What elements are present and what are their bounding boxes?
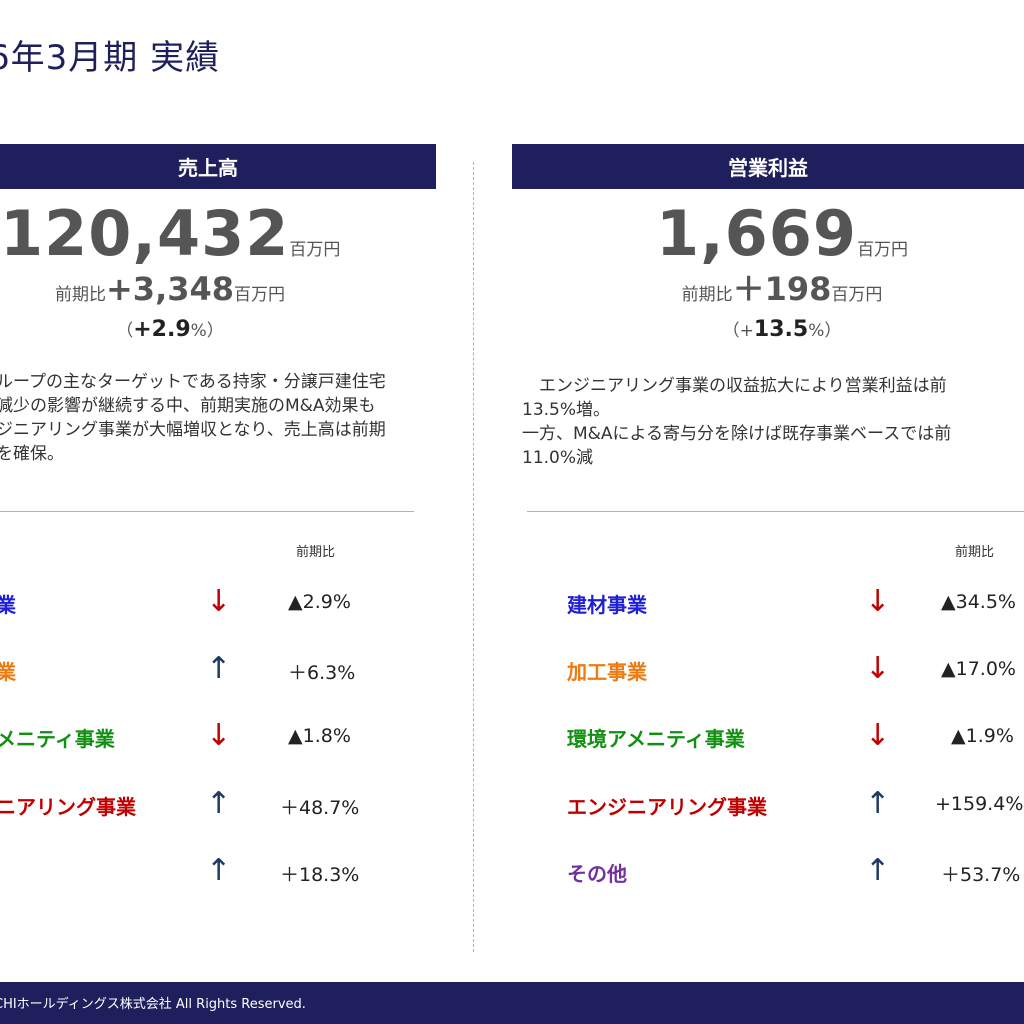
arrow-up-icon: ↑	[865, 853, 891, 888]
sales-delta-prefix: 前期比	[54, 285, 106, 305]
profit-value: 1,669	[655, 197, 858, 270]
profit-description: エンジニアリング事業の収益拡大により営業利益は前 13.5%増。 一方、M&Aに…	[522, 374, 951, 470]
segment-name: メニティ事業	[0, 727, 115, 751]
profit-desc-line: エンジニアリング事業の収益拡大により営業利益は前	[522, 376, 947, 396]
copyright-text: CHIホールディングス株式会社 All Rights Reserved.	[0, 997, 306, 1012]
sales-desc-line: ループの主なターゲットである持家・分譲戸建住宅	[0, 372, 386, 392]
profit-metric: 1,669百万円 前期比＋198百万円 （+13.5%）	[612, 196, 952, 348]
profit-segment-row: 環境アメニティ事業 ↓ ▲1.9%	[567, 717, 1024, 757]
segment-change: ▲1.9%	[951, 725, 1014, 747]
profit-segment-row: 建材事業 ↓ ▲34.5%	[567, 583, 1024, 623]
sales-segment-row: ニアリング事業 ↑ ＋48.7%	[0, 785, 456, 825]
segment-change: ＋6.3%	[288, 662, 356, 684]
sales-value: 120,432	[0, 197, 290, 270]
profit-col-head: 前期比	[955, 545, 995, 560]
arrow-up-icon: ↑	[865, 786, 891, 821]
profit-desc-line: 13.5%増。	[522, 400, 611, 420]
segment-name: 業	[0, 660, 16, 684]
profit-unit: 百万円	[857, 240, 909, 260]
arrow-down-icon: ↓	[865, 651, 891, 686]
segment-name: その他	[567, 862, 627, 886]
sales-pct-open: （	[116, 321, 134, 341]
sales-segment-row: 業 ↓ ▲2.9%	[0, 583, 456, 623]
arrow-up-icon: ↑	[206, 651, 232, 686]
segment-change: ▲1.8%	[288, 725, 351, 747]
sales-separator	[0, 511, 414, 512]
segment-name: 加工事業	[567, 660, 647, 684]
sales-segment-row: 業 ↑ ＋6.3%	[0, 650, 456, 690]
sales-desc-line: ジニアリング事業が大幅増収となり、売上高は前期	[0, 420, 386, 440]
segment-name: 環境アメニティ事業	[567, 727, 745, 751]
sales-header: 売上高	[0, 144, 436, 189]
profit-desc-line: 一方、M&Aによる寄与分を除けば既存事業ベースでは前	[522, 424, 952, 444]
arrow-down-icon: ↓	[865, 718, 891, 753]
sales-col-head: 前期比	[296, 545, 336, 560]
sales-panel: 売上高	[0, 144, 470, 189]
arrow-down-icon: ↓	[206, 718, 232, 753]
segment-change: ▲2.9%	[288, 591, 351, 613]
profit-delta-unit: 百万円	[831, 285, 883, 305]
segment-change: ＋48.7%	[280, 797, 360, 819]
profit-pct-close: %）	[808, 321, 842, 341]
segment-change: +159.4%	[935, 793, 1024, 815]
arrow-down-icon: ↓	[865, 584, 891, 619]
footer-bar: CHIホールディングス株式会社 All Rights Reserved.	[0, 982, 1024, 1024]
sales-desc-line: 減少の影響が継続する中、前期実施のM&A効果も	[0, 396, 376, 416]
profit-panel: 営業利益	[512, 144, 1024, 189]
arrow-down-icon: ↓	[206, 584, 232, 619]
sales-segment-row: ↑ ＋18.3%	[0, 852, 456, 892]
profit-segment-row: エンジニアリング事業 ↑ +159.4%	[567, 785, 1024, 825]
arrow-up-icon: ↑	[206, 786, 232, 821]
sales-description: ループの主なターゲットである持家・分譲戸建住宅 減少の影響が継続する中、前期実施…	[0, 370, 386, 466]
sales-metric: 120,432百万円 前期比+3,348百万円 （+2.9%）	[0, 196, 340, 348]
segment-change: ▲17.0%	[941, 658, 1016, 680]
segment-change: ＋18.3%	[280, 864, 360, 886]
profit-desc-line: 11.0%減	[522, 448, 594, 468]
segment-change: ▲34.5%	[941, 591, 1016, 613]
profit-header: 営業利益	[512, 144, 1024, 189]
profit-pct-value: 13.5	[753, 317, 809, 342]
segment-name: 建材事業	[567, 593, 647, 617]
sales-desc-line: を確保。	[0, 444, 64, 464]
sales-delta-unit: 百万円	[234, 285, 286, 305]
arrow-up-icon: ↑	[206, 853, 232, 888]
sales-segment-row: メニティ事業 ↓ ▲1.8%	[0, 717, 456, 757]
profit-delta-value: ＋198	[732, 270, 832, 308]
panel-divider	[473, 162, 474, 952]
profit-separator	[527, 511, 1024, 512]
segment-name: ニアリング事業	[0, 795, 136, 819]
sales-pct-value: +2.9	[133, 317, 191, 342]
sales-unit: 百万円	[289, 240, 341, 260]
segment-name: 業	[0, 593, 16, 617]
page-title: 6年3月期 実績	[0, 38, 221, 78]
profit-segment-row: 加工事業 ↓ ▲17.0%	[567, 650, 1024, 690]
sales-delta-value: +3,348	[105, 270, 235, 308]
segment-change: ＋53.7%	[941, 864, 1021, 886]
profit-segment-row: その他 ↑ ＋53.7%	[567, 852, 1024, 892]
sales-pct-close: %）	[190, 321, 224, 341]
profit-delta-prefix: 前期比	[681, 285, 733, 305]
segment-name: エンジニアリング事業	[567, 795, 767, 819]
profit-pct-open: （+	[722, 321, 754, 341]
